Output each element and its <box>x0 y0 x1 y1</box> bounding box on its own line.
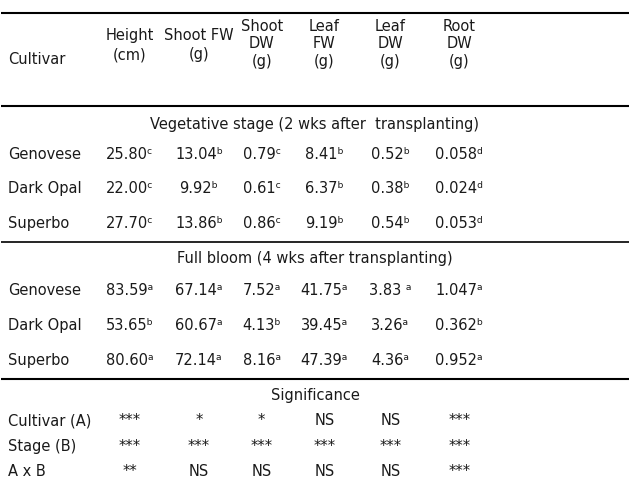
Text: 0.79ᶜ: 0.79ᶜ <box>243 147 281 162</box>
Text: 80.60ᵃ: 80.60ᵃ <box>106 353 154 368</box>
Text: ***: *** <box>448 464 471 479</box>
Text: NS: NS <box>380 413 401 428</box>
Text: ***: *** <box>448 413 471 428</box>
Text: Cultivar (A): Cultivar (A) <box>8 413 91 428</box>
Text: 7.52ᵃ: 7.52ᵃ <box>243 284 281 298</box>
Text: Cultivar: Cultivar <box>8 52 65 67</box>
Text: 9.92ᵇ: 9.92ᵇ <box>180 182 219 196</box>
Text: 3.26ᵃ: 3.26ᵃ <box>371 318 410 333</box>
Text: 0.362ᵇ: 0.362ᵇ <box>435 318 483 333</box>
Text: NS: NS <box>314 464 335 479</box>
Text: 0.053ᵈ: 0.053ᵈ <box>435 216 483 231</box>
Text: ***: *** <box>448 439 471 454</box>
Text: 47.39ᵃ: 47.39ᵃ <box>301 353 348 368</box>
Text: Genovese: Genovese <box>8 284 81 298</box>
Text: 0.024ᵈ: 0.024ᵈ <box>435 182 483 196</box>
Text: 0.54ᵇ: 0.54ᵇ <box>371 216 410 231</box>
Text: Leaf: Leaf <box>309 19 340 34</box>
Text: Root: Root <box>443 19 476 34</box>
Text: FW: FW <box>313 35 336 51</box>
Text: Significance: Significance <box>270 388 360 403</box>
Text: (g): (g) <box>251 54 272 69</box>
Text: Leaf: Leaf <box>375 19 406 34</box>
Text: DW: DW <box>377 35 403 51</box>
Text: ***: *** <box>188 439 210 454</box>
Text: 0.61ᶜ: 0.61ᶜ <box>243 182 281 196</box>
Text: 67.14ᵃ: 67.14ᵃ <box>175 284 223 298</box>
Text: NS: NS <box>251 464 272 479</box>
Text: ***: *** <box>119 439 141 454</box>
Text: 25.80ᶜ: 25.80ᶜ <box>106 147 154 162</box>
Text: *: * <box>195 413 203 428</box>
Text: Stage (B): Stage (B) <box>8 439 76 454</box>
Text: Shoot: Shoot <box>241 19 283 34</box>
Text: 83.59ᵃ: 83.59ᵃ <box>106 284 154 298</box>
Text: 27.70ᶜ: 27.70ᶜ <box>106 216 154 231</box>
Text: 0.86ᶜ: 0.86ᶜ <box>243 216 281 231</box>
Text: A x B: A x B <box>8 464 45 479</box>
Text: (g): (g) <box>380 54 401 69</box>
Text: DW: DW <box>447 35 472 51</box>
Text: ***: *** <box>119 413 141 428</box>
Text: 22.00ᶜ: 22.00ᶜ <box>106 182 154 196</box>
Text: 72.14ᵃ: 72.14ᵃ <box>175 353 223 368</box>
Text: 4.13ᵇ: 4.13ᵇ <box>243 318 281 333</box>
Text: *: * <box>258 413 265 428</box>
Text: Full bloom (4 wks after transplanting): Full bloom (4 wks after transplanting) <box>177 251 453 266</box>
Text: (cm): (cm) <box>113 47 147 62</box>
Text: 8.41ᵇ: 8.41ᵇ <box>305 147 344 162</box>
Text: Dark Opal: Dark Opal <box>8 182 81 196</box>
Text: (g): (g) <box>314 54 335 69</box>
Text: 53.65ᵇ: 53.65ᵇ <box>106 318 154 333</box>
Text: DW: DW <box>249 35 275 51</box>
Text: 3.83 ᵃ: 3.83 ᵃ <box>369 284 411 298</box>
Text: Superbo: Superbo <box>8 216 69 231</box>
Text: 13.04ᵇ: 13.04ᵇ <box>175 147 223 162</box>
Text: 0.952ᵃ: 0.952ᵃ <box>435 353 483 368</box>
Text: Height: Height <box>106 28 154 43</box>
Text: 0.38ᵇ: 0.38ᵇ <box>371 182 410 196</box>
Text: 13.86ᵇ: 13.86ᵇ <box>175 216 223 231</box>
Text: ***: *** <box>313 439 335 454</box>
Text: (g): (g) <box>188 47 209 62</box>
Text: Vegetative stage (2 wks after  transplanting): Vegetative stage (2 wks after transplant… <box>151 116 479 132</box>
Text: Dark Opal: Dark Opal <box>8 318 81 333</box>
Text: NS: NS <box>380 464 401 479</box>
Text: 6.37ᵇ: 6.37ᵇ <box>305 182 344 196</box>
Text: 39.45ᵃ: 39.45ᵃ <box>301 318 348 333</box>
Text: 1.047ᵃ: 1.047ᵃ <box>435 284 483 298</box>
Text: 0.058ᵈ: 0.058ᵈ <box>435 147 483 162</box>
Text: 9.19ᵇ: 9.19ᵇ <box>305 216 344 231</box>
Text: NS: NS <box>189 464 209 479</box>
Text: 60.67ᵃ: 60.67ᵃ <box>175 318 223 333</box>
Text: 41.75ᵃ: 41.75ᵃ <box>301 284 348 298</box>
Text: ***: *** <box>379 439 401 454</box>
Text: **: ** <box>123 464 137 479</box>
Text: (g): (g) <box>449 54 469 69</box>
Text: Shoot FW: Shoot FW <box>164 28 234 43</box>
Text: 8.16ᵃ: 8.16ᵃ <box>243 353 281 368</box>
Text: Superbo: Superbo <box>8 353 69 368</box>
Text: Genovese: Genovese <box>8 147 81 162</box>
Text: ***: *** <box>251 439 273 454</box>
Text: 0.52ᵇ: 0.52ᵇ <box>371 147 410 162</box>
Text: 4.36ᵃ: 4.36ᵃ <box>371 353 410 368</box>
Text: NS: NS <box>314 413 335 428</box>
